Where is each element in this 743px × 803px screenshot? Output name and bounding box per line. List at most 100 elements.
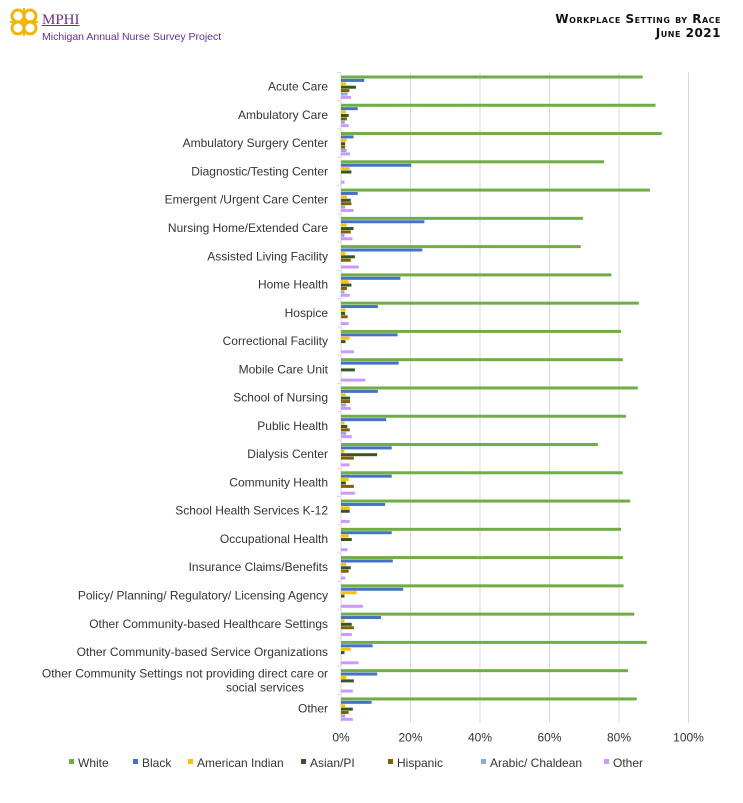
bar-arabic-chaldean [341, 403, 347, 407]
legend-swatch [188, 759, 193, 764]
bar-arabic-chaldean [341, 431, 347, 435]
bar-american-indian [341, 421, 345, 425]
bar-black [341, 248, 423, 252]
bar-hispanic [341, 569, 349, 573]
bar-other [341, 633, 352, 637]
category-label: School of Nursing [233, 391, 328, 405]
bar-white [341, 358, 623, 362]
x-tick-label: 20% [398, 731, 422, 745]
logo-name: MPHI [42, 12, 80, 28]
category-label: Home Health [258, 278, 328, 292]
bar-asian-pi [341, 142, 346, 146]
logo-subtitle: Michigan Annual Nurse Survey Project [42, 31, 222, 43]
bar-american-indian [341, 534, 349, 538]
bar-white [341, 669, 629, 673]
mphi-logo: MPHI Michigan Annual Nurse Survey Projec… [8, 6, 268, 46]
bar-black [341, 276, 401, 280]
bar-arabic-chaldean [341, 205, 346, 209]
bar-white [341, 527, 622, 531]
bar-other [341, 463, 350, 467]
bar-hispanic [341, 315, 348, 319]
bar-black [341, 78, 365, 82]
bar-white [341, 414, 626, 418]
legend-swatch [301, 759, 306, 764]
bar-black [341, 672, 378, 676]
bar-arabic-chaldean [341, 290, 345, 294]
bar-white [341, 471, 623, 475]
category-label: Diagnostic/Testing Center [191, 164, 328, 178]
bar-black [341, 135, 354, 139]
legend-swatch [388, 759, 393, 764]
legend-label: White [78, 756, 109, 770]
bar-arabic-chaldean [341, 233, 345, 237]
bar-hispanic [341, 230, 351, 234]
bar-asian-pi [341, 368, 355, 372]
legend-swatch [69, 759, 74, 764]
bar-other [341, 661, 359, 665]
bar-black [341, 700, 372, 704]
category-label: School Health Services K-12 [175, 504, 328, 518]
bar-other [341, 265, 359, 269]
bar-other [341, 95, 352, 99]
bar-black [341, 531, 392, 535]
bar-asian-pi [341, 679, 354, 683]
bar-white [341, 584, 624, 588]
bar-hispanic [341, 456, 354, 460]
bar-asian-pi [341, 594, 345, 598]
category-label: Assisted Living Facility [207, 249, 328, 263]
category-label: Other Community-based Healthcare Setting… [89, 617, 328, 631]
bar-american-indian [341, 647, 351, 651]
bar-white [341, 75, 643, 79]
x-tick-label: 100% [673, 731, 704, 745]
bar-american-indian [341, 591, 357, 595]
bar-american-indian [341, 138, 347, 142]
bar-asian-pi [341, 566, 351, 570]
bar-asian-pi [341, 283, 352, 287]
legend-label: Other [613, 756, 643, 770]
category-label: Emergent /Urgent Care Center [165, 193, 328, 207]
x-tick-label: 40% [468, 731, 492, 745]
bar-other [341, 548, 348, 552]
bar-white [341, 160, 605, 164]
bar-american-indian [341, 704, 346, 708]
bar-white [341, 273, 612, 277]
bar-asian-pi [341, 453, 378, 457]
bar-other [341, 519, 350, 523]
category-label: Other [298, 702, 328, 716]
bar-white [341, 103, 656, 107]
bar-other [341, 406, 351, 410]
bar-white [341, 216, 583, 220]
bar-other [341, 350, 354, 354]
legend-swatch [481, 759, 486, 764]
bar-white [341, 499, 631, 503]
bar-black [341, 474, 392, 478]
bar-black [341, 644, 373, 648]
bar-hispanic [341, 145, 346, 149]
bar-hispanic [341, 428, 350, 432]
bar-asian-pi [341, 396, 351, 400]
bar-american-indian [341, 195, 347, 199]
bar-other [341, 180, 345, 184]
bar-hispanic [341, 286, 347, 290]
bar-hispanic [341, 258, 351, 262]
bar-american-indian [341, 393, 346, 397]
bar-american-indian [341, 167, 350, 171]
bar-other [341, 293, 350, 297]
bar-arabic-chaldean [341, 120, 345, 124]
bar-american-indian [341, 506, 350, 510]
bar-black [341, 220, 425, 224]
bar-arabic-chaldean [341, 714, 346, 718]
category-label: Community Health [229, 475, 328, 489]
category-label: Acute Care [268, 80, 328, 94]
legend-swatch [604, 759, 609, 764]
bar-black [341, 191, 358, 195]
bar-asian-pi [341, 424, 348, 428]
category-label: Other Community-based Service Organizati… [77, 645, 328, 659]
bar-asian-pi [341, 509, 350, 513]
legend-label: American Indian [197, 756, 284, 770]
category-label: Other Community Settings not providing d… [42, 666, 328, 694]
bar-hispanic [341, 626, 354, 630]
bar-other [341, 435, 352, 439]
bar-white [341, 386, 638, 390]
